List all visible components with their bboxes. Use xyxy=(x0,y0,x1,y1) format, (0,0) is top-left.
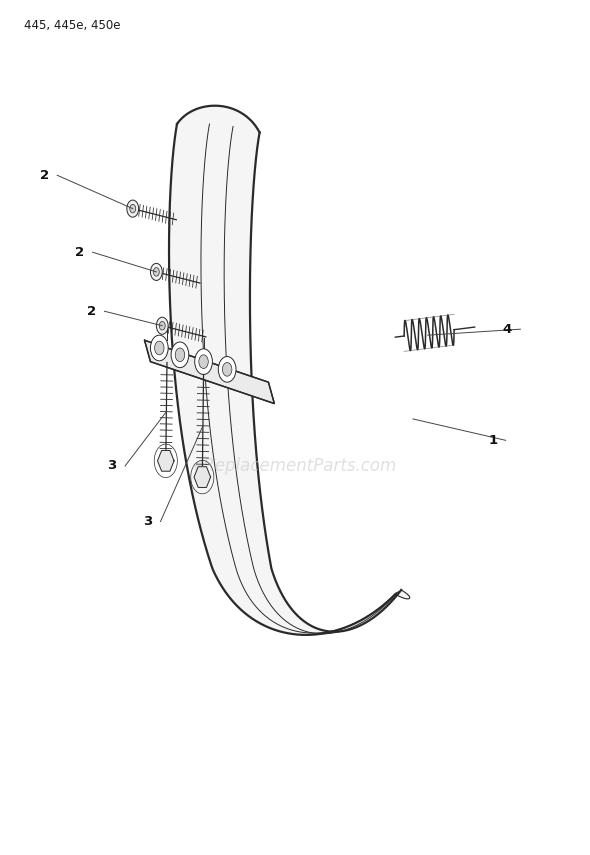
Text: 1: 1 xyxy=(488,433,497,447)
Text: 3: 3 xyxy=(143,515,152,528)
Circle shape xyxy=(171,342,189,368)
Text: eReplacementParts.com: eReplacementParts.com xyxy=(194,457,396,475)
Circle shape xyxy=(159,321,165,330)
Polygon shape xyxy=(169,106,409,635)
Text: 445, 445e, 450e: 445, 445e, 450e xyxy=(24,19,120,32)
Circle shape xyxy=(127,200,139,217)
Circle shape xyxy=(175,348,185,362)
Circle shape xyxy=(130,204,136,213)
Text: 2: 2 xyxy=(40,168,49,182)
Circle shape xyxy=(156,317,168,334)
Text: 3: 3 xyxy=(107,459,117,473)
Circle shape xyxy=(155,341,164,355)
Text: 4: 4 xyxy=(503,322,512,336)
Circle shape xyxy=(150,263,162,280)
Polygon shape xyxy=(145,340,274,404)
Polygon shape xyxy=(194,467,211,487)
Circle shape xyxy=(199,355,208,369)
Circle shape xyxy=(150,335,168,361)
Polygon shape xyxy=(158,451,174,471)
Circle shape xyxy=(222,363,232,376)
Circle shape xyxy=(218,357,236,382)
Text: 2: 2 xyxy=(87,304,96,318)
Circle shape xyxy=(195,349,212,374)
Text: 2: 2 xyxy=(75,245,84,259)
Circle shape xyxy=(153,268,159,276)
